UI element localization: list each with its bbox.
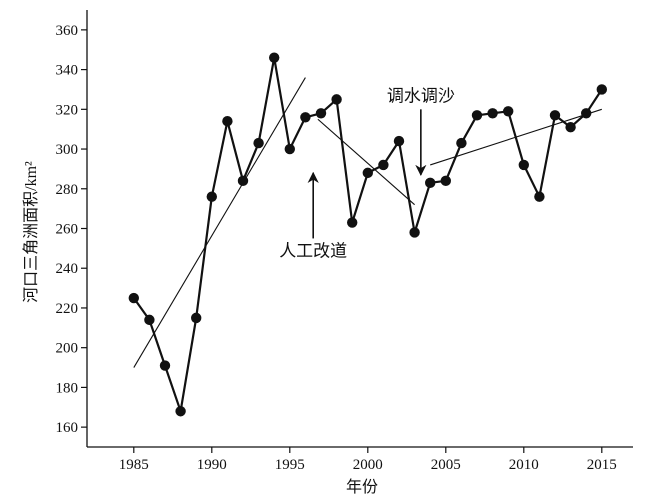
data-point <box>300 112 311 123</box>
y-tick-label: 180 <box>56 380 79 396</box>
data-point <box>487 108 498 119</box>
x-tick-label: 2005 <box>431 457 461 473</box>
data-point <box>362 167 373 179</box>
data-point <box>440 175 451 187</box>
data-point <box>534 191 545 202</box>
y-axis-label: 河口三角洲面积/km² <box>22 161 40 303</box>
data-point <box>378 159 389 171</box>
x-tick-label: 2015 <box>587 457 617 473</box>
x-axis-label: 年份 <box>346 478 378 496</box>
data-point <box>503 106 514 117</box>
data-point <box>596 84 607 95</box>
x-tick-label: 2010 <box>509 457 539 473</box>
y-tick-label: 300 <box>56 142 79 158</box>
series-line <box>132 56 603 413</box>
data-point <box>518 159 529 171</box>
data-point <box>471 110 483 121</box>
y-tick-label: 280 <box>56 182 79 198</box>
data-point <box>144 314 155 326</box>
y-tick-label: 160 <box>56 420 79 436</box>
annotation-label-2: 调水调沙 <box>387 86 455 105</box>
x-tick-label: 1985 <box>119 457 149 473</box>
y-tick-label: 320 <box>56 102 79 118</box>
x-tick-label: 2000 <box>353 457 383 473</box>
trendline-group <box>133 77 602 368</box>
trendline-1 <box>133 77 306 368</box>
data-point <box>222 116 233 127</box>
y-tick-label: 240 <box>56 261 79 277</box>
data-point <box>315 108 327 119</box>
data-point <box>456 137 467 149</box>
annotation-group: 人工改道 调水调沙 <box>279 86 455 260</box>
data-point <box>425 177 436 189</box>
data-point <box>331 94 342 105</box>
data-point <box>581 108 592 119</box>
data-point <box>159 360 171 371</box>
y-tick-label: 200 <box>56 341 79 357</box>
point-group <box>128 52 607 417</box>
data-point <box>128 292 139 304</box>
axes <box>86 10 633 448</box>
data-point <box>253 137 264 149</box>
data-point <box>269 52 280 63</box>
trendline-2 <box>317 118 415 206</box>
tick-group: 160 180 200 220 240 260 280 300 320 340 360 1985 199… <box>56 23 617 473</box>
data-point <box>549 110 561 121</box>
y-tick-label: 260 <box>56 222 79 238</box>
data-point <box>347 217 358 228</box>
data-point <box>237 175 249 187</box>
series-group <box>132 56 603 413</box>
annotation-label-1: 人工改道 <box>279 241 347 260</box>
x-tick-label: 1995 <box>275 457 305 473</box>
y-tick-label: 360 <box>56 23 79 39</box>
data-point <box>393 135 405 147</box>
y-tick-label: 340 <box>56 63 79 79</box>
data-point <box>565 121 576 133</box>
data-point <box>175 406 186 417</box>
x-tick-label: 1990 <box>197 457 227 473</box>
data-point <box>206 191 217 202</box>
data-point <box>409 227 420 238</box>
data-point <box>191 312 202 324</box>
data-point <box>284 143 295 155</box>
y-tick-label: 220 <box>56 301 79 317</box>
